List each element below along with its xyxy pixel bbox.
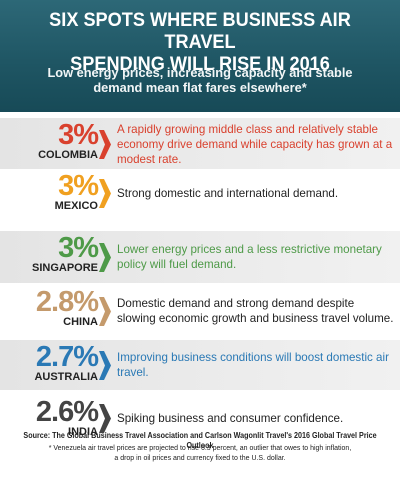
description-text: Domestic demand and strong demand despit… xyxy=(117,297,394,325)
title-line-1: SIX SPOTS WHERE BUSINESS AIR TRAVEL xyxy=(49,9,351,53)
country-name: AUSTRALIA xyxy=(34,371,98,383)
chevron-right-icon xyxy=(99,179,111,208)
header-banner: SIX SPOTS WHERE BUSINESS AIR TRAVEL SPEN… xyxy=(0,0,400,112)
country-row: 3% SINGAPORE Lower energy prices and a les… xyxy=(0,231,400,283)
country-name: INDIA xyxy=(68,426,98,438)
country-name: CHINA xyxy=(63,316,98,328)
source-note: Source: The Global Business Travel Assoc… xyxy=(23,431,377,450)
subtitle-line-2: demand mean flat fares elsewhere* xyxy=(93,80,307,95)
footnote-line-2: a drop in oil prices and currency fixed … xyxy=(114,453,286,462)
country-name: SINGAPORE xyxy=(31,262,98,274)
country-row: 2.7% AUSTRALIA Improving business conditio… xyxy=(0,340,400,390)
country-description: Improving business conditions will boost… xyxy=(117,340,395,390)
country-name: COLOMBIA xyxy=(38,149,98,161)
country-row: 3% COLOMBIA A rapidly growing middle class… xyxy=(0,118,400,170)
page-subtitle: Low energy prices, increasing capacity a… xyxy=(0,65,400,95)
country-row: 3% MEXICO Strong domestic and internationa… xyxy=(0,169,400,217)
country-row: 2.6% INDIA Spiking business and consumer c… xyxy=(0,395,400,442)
percent-value: 3% xyxy=(58,119,99,151)
country-description: Domestic demand and strong demand despit… xyxy=(117,285,395,337)
country-description: Lower energy prices and a less restricti… xyxy=(117,231,395,283)
chevron-right-icon xyxy=(99,243,111,272)
description-text: Improving business conditions will boost… xyxy=(117,351,389,379)
description-text: Spiking business and consumer confidence… xyxy=(117,412,344,425)
percent-value: 2.6% xyxy=(35,396,99,428)
description-text: Strong domestic and international demand… xyxy=(117,186,339,200)
country-description: Spiking business and consumer confidence… xyxy=(117,395,395,442)
chevron-right-icon xyxy=(99,404,111,433)
footnote: * Venezuela air travel prices are projec… xyxy=(16,443,384,463)
percent-value: 3% xyxy=(58,232,99,264)
subtitle-line-1: Low energy prices, increasing capacity a… xyxy=(47,65,353,80)
percent-value: 2.7% xyxy=(35,341,99,373)
page-title: SIX SPOTS WHERE BUSINESS AIR TRAVEL SPEN… xyxy=(14,9,386,75)
percent-value: 2.8% xyxy=(35,286,99,318)
description-text: A rapidly growing middle class and relat… xyxy=(117,122,393,166)
chevron-right-icon xyxy=(99,130,111,159)
country-description: A rapidly growing middle class and relat… xyxy=(117,118,395,170)
percent-value: 3% xyxy=(58,170,99,202)
country-description: Strong domestic and international demand… xyxy=(117,169,395,217)
footnote-line-1: * Venezuela air travel prices are projec… xyxy=(48,443,352,452)
description-text: Lower energy prices and a less restricti… xyxy=(117,243,382,271)
country-name: MEXICO xyxy=(54,200,98,212)
title-line-2: SPENDING WILL RISE IN 2016 xyxy=(70,53,330,75)
country-row: 2.8% CHINA Domestic demand and strong dema… xyxy=(0,285,400,337)
chevron-right-icon xyxy=(99,351,111,380)
chevron-right-icon xyxy=(99,297,111,326)
